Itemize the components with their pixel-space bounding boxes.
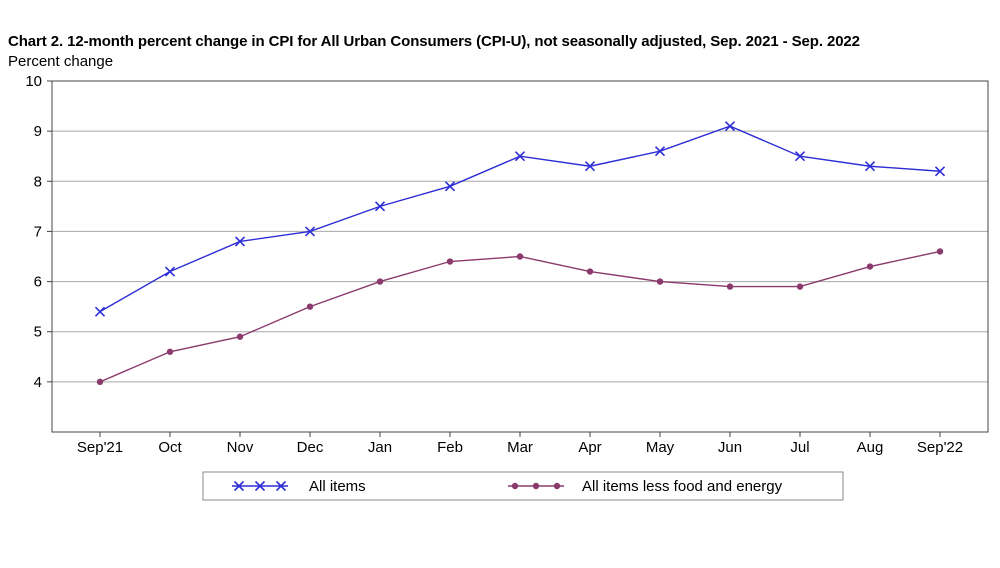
legend-marker xyxy=(532,482,540,490)
data-point xyxy=(234,236,246,247)
gridlines xyxy=(52,80,988,383)
data-point xyxy=(794,151,806,162)
data-point xyxy=(446,258,454,265)
x-tick-label: Jan xyxy=(368,439,392,456)
series-core xyxy=(96,248,944,386)
data-point xyxy=(726,283,734,290)
data-point xyxy=(164,266,176,277)
series-line xyxy=(99,250,941,383)
legend-item: All items xyxy=(232,478,366,495)
x-tick-label: Feb xyxy=(437,439,463,456)
data-point xyxy=(166,348,174,355)
legend-marker xyxy=(553,482,561,490)
y-tick-label: 7 xyxy=(34,223,42,240)
y-tick-label: 4 xyxy=(34,374,42,391)
chart-title: Chart 2. 12-month percent change in CPI … xyxy=(8,33,860,50)
y-tick-label: 5 xyxy=(34,324,42,341)
x-tick-label: Apr xyxy=(578,439,601,456)
legend-marker xyxy=(511,482,519,490)
x-tick-label: May xyxy=(646,439,675,456)
axes: 4 5 6 7 8 9 10 Sep'21 Oct Nov Dec Jan Feb Mar Apr May Ju… xyxy=(25,73,989,456)
x-tick-label: Nov xyxy=(227,439,254,456)
data-point xyxy=(796,283,804,290)
legend-marker xyxy=(233,480,245,492)
x-tick-label: Dec xyxy=(297,439,324,456)
x-tick-label: Jun xyxy=(718,439,742,456)
data-point xyxy=(306,303,314,310)
data-point xyxy=(584,161,596,172)
legend-item: All items less food and energy xyxy=(508,478,783,495)
y-tick-label: 6 xyxy=(34,274,42,291)
data-point xyxy=(374,201,386,212)
x-tick-label: Sep'21 xyxy=(77,439,123,456)
y-axis-label: Percent change xyxy=(8,53,114,70)
data-point xyxy=(864,161,876,172)
legend-label: All items xyxy=(309,478,366,495)
x-tick-label: Aug xyxy=(857,439,884,456)
x-tick-label: Jul xyxy=(790,439,809,456)
data-point xyxy=(514,151,526,162)
data-point xyxy=(656,278,664,285)
series-group xyxy=(94,121,946,386)
x-tick-label: Mar xyxy=(507,439,533,456)
y-tick-label: 10 xyxy=(25,73,42,90)
x-tick-label: Oct xyxy=(158,439,182,456)
data-point xyxy=(96,378,104,386)
data-point xyxy=(866,263,874,270)
data-point xyxy=(654,146,666,157)
y-tick-label: 8 xyxy=(34,173,42,190)
legend-marker xyxy=(254,480,266,492)
data-point xyxy=(516,253,524,260)
data-point xyxy=(724,121,736,132)
legend-label: All items less food and energy xyxy=(582,478,783,495)
data-point xyxy=(304,226,316,237)
x-tick-label: Sep'22 xyxy=(917,439,963,456)
data-point xyxy=(376,278,384,285)
data-point xyxy=(936,248,944,255)
data-point xyxy=(586,268,594,275)
series-all-items xyxy=(94,121,946,317)
data-point xyxy=(934,166,946,177)
data-point xyxy=(444,181,456,192)
data-point xyxy=(236,333,244,340)
data-point xyxy=(94,306,106,317)
y-tick-label: 9 xyxy=(34,123,42,140)
series-line xyxy=(99,125,941,313)
legend: All items All items less food and energy xyxy=(202,471,844,501)
legend-marker xyxy=(275,480,287,492)
